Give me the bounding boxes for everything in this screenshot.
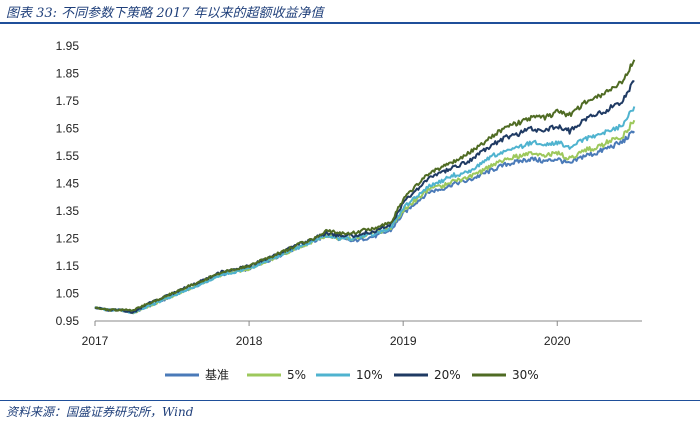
y-tick-label: 0.95 <box>56 314 80 328</box>
x-tick-label: 2019 <box>390 334 417 348</box>
y-tick-label: 1.25 <box>56 232 80 246</box>
x-tick-label: 2017 <box>82 334 109 348</box>
legend-label-0: 基准 <box>205 368 229 382</box>
series-line-2 <box>94 106 636 314</box>
legend-label-2: 10% <box>356 368 383 382</box>
y-tick-label: 1.15 <box>56 259 80 273</box>
legend: 基准 5% 10% 20% 30% <box>165 368 539 382</box>
y-tick-label: 1.45 <box>56 177 80 191</box>
figure-caption: 图表 33: 不同参数下策略 2017 年以来的超额收益净值 <box>6 6 324 21</box>
series-line-4 <box>95 59 636 312</box>
y-tick-label: 1.85 <box>56 67 80 81</box>
y-tick-label: 1.35 <box>56 204 80 218</box>
x-tick-label: 2020 <box>544 334 571 348</box>
legend-label-1: 5% <box>287 368 306 382</box>
y-tick-label: 1.95 <box>56 39 80 53</box>
y-tick-label: 1.75 <box>56 94 80 108</box>
axes: 0.95 1.05 1.15 1.25 1.35 1.45 1.55 1.65 1.75 1.85… <box>56 39 642 348</box>
series-lines <box>94 59 636 315</box>
top-rule <box>0 22 700 24</box>
legend-label-4: 30% <box>512 368 539 382</box>
series-line-0 <box>94 130 636 315</box>
bottom-rule <box>0 400 700 401</box>
y-tick-label: 1.55 <box>56 149 80 163</box>
series-line-3 <box>94 80 635 314</box>
series-line-1 <box>94 119 636 315</box>
y-tick-label: 1.65 <box>56 122 80 136</box>
x-tick-label: 2018 <box>236 334 263 348</box>
line-chart: 0.95 1.05 1.15 1.25 1.35 1.45 1.55 1.65 1.75 1.85… <box>56 39 642 382</box>
source-note: 资料来源：国盛证券研究所，Wind <box>6 405 194 419</box>
legend-label-3: 20% <box>434 368 461 382</box>
y-tick-label: 1.05 <box>56 287 80 301</box>
